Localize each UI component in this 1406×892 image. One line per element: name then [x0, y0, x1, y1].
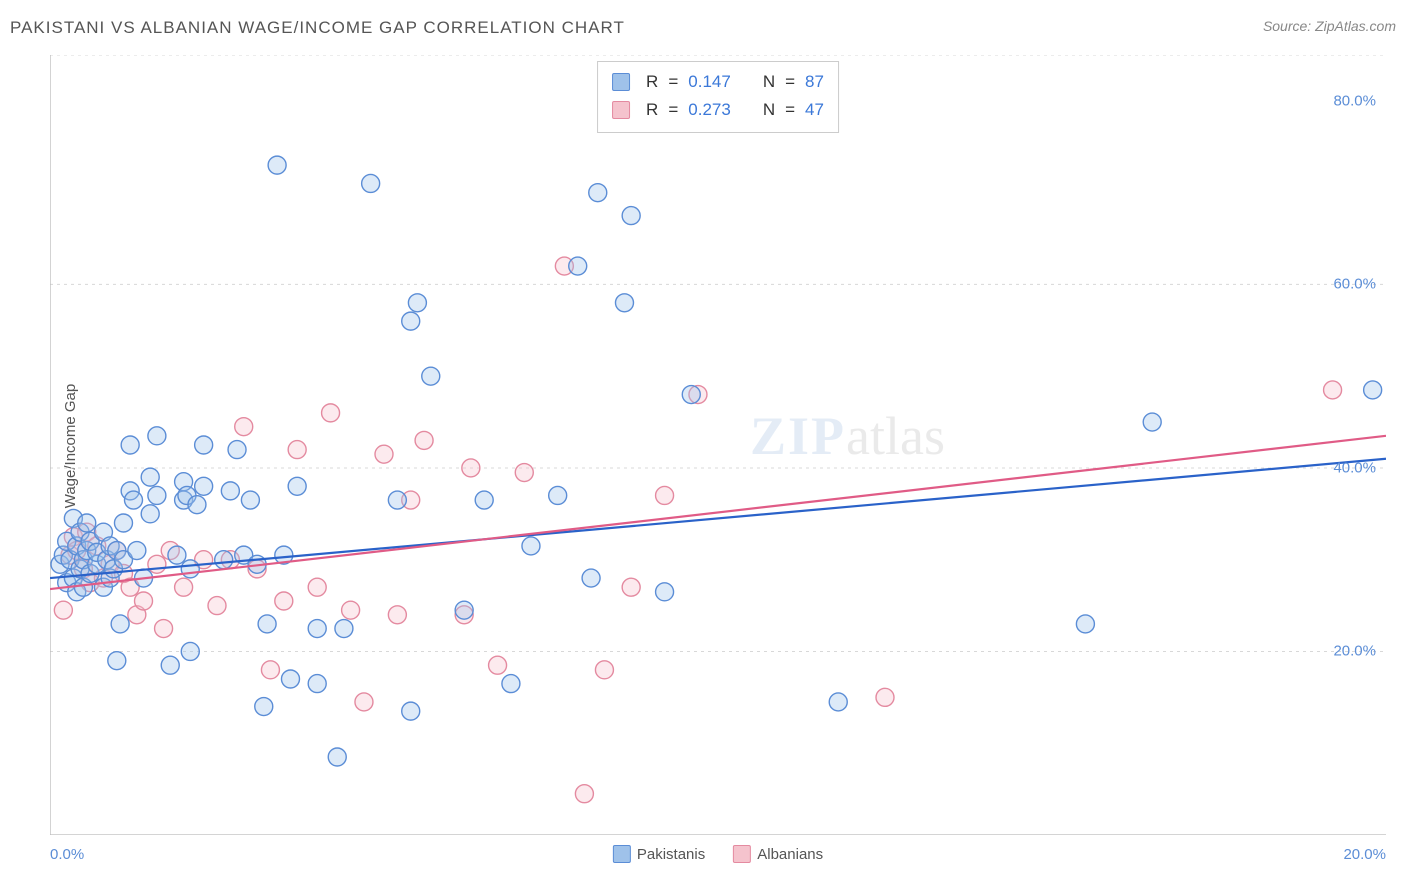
- y-tick-label: 80.0%: [1333, 92, 1376, 109]
- legend-item-albanians: Albanians: [733, 845, 823, 863]
- plot-area: ZIPatlas 20.0%40.0%60.0%80.0% R = 0.147 …: [50, 55, 1386, 835]
- stat-R-pakistanis: 0.147: [688, 68, 731, 96]
- legend-item-pakistanis: Pakistanis: [613, 845, 705, 863]
- legend-label-albanians: Albanians: [757, 846, 823, 863]
- stat-eq: =: [785, 96, 795, 124]
- scatter-svg: [50, 55, 1386, 835]
- swatch-albanians: [733, 845, 751, 863]
- chart-title: PAKISTANI VS ALBANIAN WAGE/INCOME GAP CO…: [10, 18, 625, 37]
- y-tick-label: 20.0%: [1333, 643, 1376, 660]
- stat-eq: =: [785, 68, 795, 96]
- stat-N-label: N: [763, 68, 775, 96]
- legend-label-pakistanis: Pakistanis: [637, 846, 705, 863]
- swatch-albanians: [612, 101, 630, 119]
- swatch-pakistanis: [613, 845, 631, 863]
- swatch-pakistanis: [612, 73, 630, 91]
- chart-source: Source: ZipAtlas.com: [1263, 18, 1396, 34]
- x-axis-min-label: 0.0%: [50, 846, 84, 863]
- x-axis-max-label: 20.0%: [1343, 846, 1386, 863]
- stats-row-pakistanis: R = 0.147 N = 87: [612, 68, 824, 96]
- chart-header: PAKISTANI VS ALBANIAN WAGE/INCOME GAP CO…: [10, 18, 1396, 48]
- stat-eq: =: [668, 68, 678, 96]
- stat-N-pakistanis: 87: [805, 68, 824, 96]
- y-tick-label: 40.0%: [1333, 459, 1376, 476]
- y-tick-label: 60.0%: [1333, 276, 1376, 293]
- source-name: ZipAtlas.com: [1315, 18, 1396, 34]
- source-prefix: Source:: [1263, 18, 1315, 34]
- stat-N-albanians: 47: [805, 96, 824, 124]
- stats-row-albanians: R = 0.273 N = 47: [612, 96, 824, 124]
- stat-eq: =: [668, 96, 678, 124]
- series-legend: Pakistanis Albanians: [613, 845, 823, 863]
- stat-N-label: N: [763, 96, 775, 124]
- stat-R-albanians: 0.273: [688, 96, 731, 124]
- correlation-stats-box: R = 0.147 N = 87 R = 0.273 N = 47: [597, 61, 839, 133]
- stat-R-label: R: [646, 68, 658, 96]
- stat-R-label: R: [646, 96, 658, 124]
